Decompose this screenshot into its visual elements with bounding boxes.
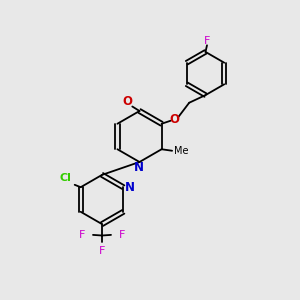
Text: N: N	[125, 181, 135, 194]
Text: N: N	[134, 161, 144, 174]
Text: F: F	[119, 230, 125, 240]
Text: O: O	[169, 113, 179, 126]
Text: F: F	[79, 230, 85, 240]
Text: Cl: Cl	[60, 173, 72, 183]
Text: Me: Me	[174, 146, 189, 156]
Text: F: F	[204, 35, 210, 46]
Text: O: O	[122, 94, 132, 108]
Text: F: F	[99, 245, 105, 256]
